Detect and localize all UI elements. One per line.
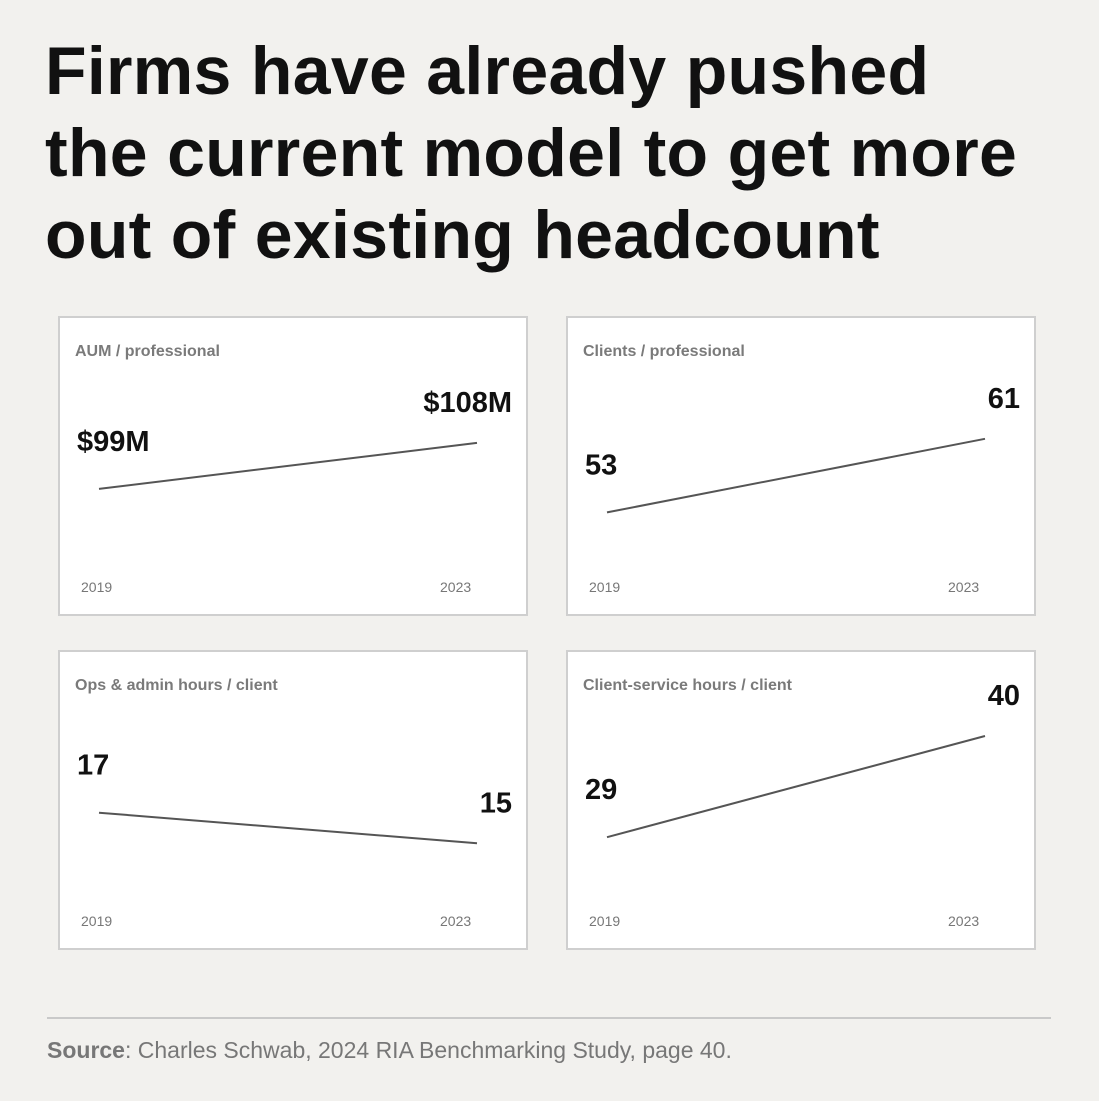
chart-panel-ops-admin: Ops & admin hours / client 17 15 2019 20… bbox=[58, 650, 528, 950]
start-value-label: 53 bbox=[585, 449, 617, 481]
chart-title: AUM / professional bbox=[75, 343, 220, 360]
headline-line-1: Firms have already pushed bbox=[45, 33, 930, 109]
x-tick-end: 2023 bbox=[948, 579, 979, 595]
source-note: Source: Charles Schwab, 2024 RIA Benchma… bbox=[47, 1037, 732, 1064]
x-tick-start: 2019 bbox=[589, 913, 620, 929]
x-tick-end: 2023 bbox=[440, 913, 471, 929]
x-tick-start: 2019 bbox=[81, 913, 112, 929]
chart-svg-aum: AUM / professional $99M $108M 2019 2023 bbox=[75, 343, 512, 595]
headline-line-2: the current model to get more bbox=[45, 115, 1018, 191]
end-value-label: 61 bbox=[988, 383, 1020, 415]
chart-title: Client-service hours / client bbox=[583, 677, 793, 694]
end-value-label: $108M bbox=[423, 387, 512, 419]
source-label: Source bbox=[47, 1037, 125, 1063]
trend-line bbox=[98, 441, 478, 490]
chart-svg-clients: Clients / professional 53 61 2019 2023 bbox=[583, 343, 1020, 595]
trend-line bbox=[98, 811, 478, 845]
end-value-label: 40 bbox=[988, 680, 1020, 712]
start-value-label: $99M bbox=[77, 426, 150, 458]
x-tick-end: 2023 bbox=[440, 579, 471, 595]
chart-svg-client-service: Client-service hours / client 29 40 2019… bbox=[583, 677, 1020, 929]
trend-line bbox=[606, 735, 986, 839]
headline-line-3: out of existing headcount bbox=[45, 197, 880, 273]
source-text: : Charles Schwab, 2024 RIA Benchmarking … bbox=[124, 1037, 732, 1063]
page-title: Firms have already pushed the current mo… bbox=[45, 30, 1065, 276]
chart-svg-ops-admin: Ops & admin hours / client 17 15 2019 20… bbox=[75, 677, 512, 929]
chart-panel-client-service: Client-service hours / client 29 40 2019… bbox=[566, 650, 1036, 950]
x-tick-start: 2019 bbox=[589, 579, 620, 595]
start-value-label: 29 bbox=[585, 774, 617, 806]
end-value-label: 15 bbox=[480, 787, 512, 819]
chart-panel-clients: Clients / professional 53 61 2019 2023 bbox=[566, 316, 1036, 616]
trend-line bbox=[606, 437, 986, 514]
x-tick-start: 2019 bbox=[81, 579, 112, 595]
footer-divider bbox=[47, 1017, 1051, 1019]
start-value-label: 17 bbox=[77, 750, 109, 782]
x-tick-end: 2023 bbox=[948, 913, 979, 929]
chart-title: Clients / professional bbox=[583, 343, 745, 360]
chart-title: Ops & admin hours / client bbox=[75, 677, 278, 694]
chart-panel-aum: AUM / professional $99M $108M 2019 2023 bbox=[58, 316, 528, 616]
